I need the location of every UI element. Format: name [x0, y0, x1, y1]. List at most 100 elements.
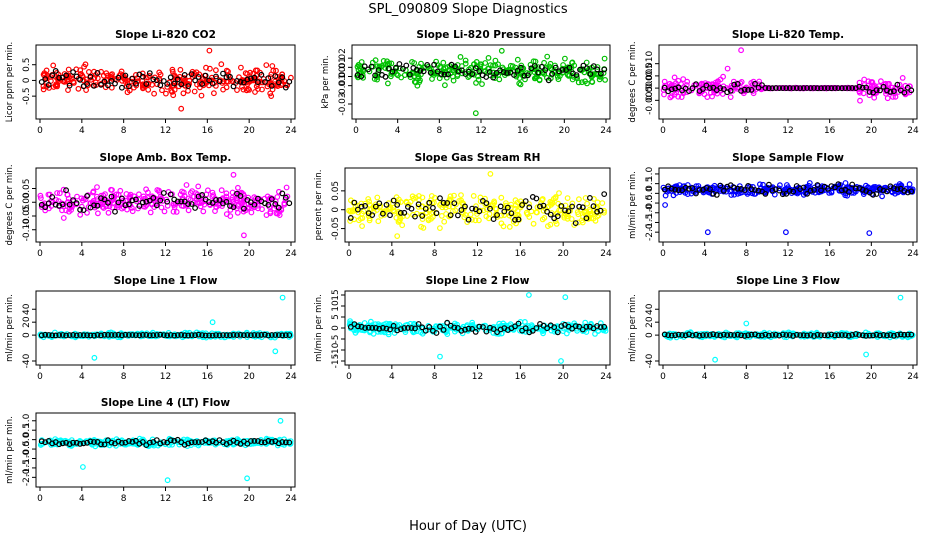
overlay-point [452, 63, 458, 70]
x-tick-label: 8 [121, 249, 127, 259]
overlay-point [406, 71, 413, 78]
overlay-point [56, 74, 63, 81]
data-point [168, 87, 175, 94]
overlay-point [572, 220, 579, 227]
series-points [38, 47, 294, 112]
data-point [162, 90, 169, 97]
overlay-point [136, 203, 143, 209]
y-tick-label: 0.05 [22, 178, 32, 198]
overlay-point [375, 67, 382, 73]
outlier-point [164, 477, 171, 484]
overlay-point [38, 79, 45, 85]
overlay-point [542, 67, 549, 73]
data-point [737, 80, 744, 87]
x-tick-label: 16 [824, 126, 836, 136]
data-point [88, 76, 94, 83]
data-point [227, 206, 234, 213]
data-point [223, 193, 230, 200]
data-point [492, 57, 499, 64]
y-tick-label: 0.00 [22, 192, 32, 212]
overlay-point [752, 80, 758, 87]
overlay-point [129, 75, 136, 82]
data-point [555, 76, 562, 83]
y-tick-label: 5 [331, 314, 341, 320]
data-point [371, 76, 378, 82]
data-point [524, 211, 531, 218]
overlay-point [199, 191, 206, 198]
data-point [181, 77, 188, 84]
data-point [842, 180, 849, 186]
x-tick-label: 4 [79, 372, 85, 382]
data-point [46, 84, 52, 91]
x-tick-label: 0 [660, 249, 666, 259]
overlay-point [444, 200, 451, 206]
x-tick-label: 24 [285, 494, 297, 504]
overlay-point [807, 85, 814, 91]
overlay-point [91, 82, 97, 89]
outlier-point [206, 47, 213, 54]
data-point [512, 205, 518, 212]
data-point [43, 67, 50, 74]
data-point [759, 85, 765, 92]
y-tick-label: 0 [331, 325, 341, 331]
y-tick-label: 0 [645, 332, 655, 338]
y-axis-label: degrees C per min. [628, 41, 638, 122]
y-tick-label: -1.5 [645, 214, 655, 232]
data-point [191, 70, 198, 77]
data-point [545, 203, 552, 210]
overlay-point [451, 200, 458, 207]
y-tick-label: -0.05 [331, 217, 341, 240]
data-point [906, 181, 913, 188]
x-tick-label: 0 [660, 372, 666, 382]
overlay-point [390, 197, 397, 204]
x-tick-label: 0 [660, 126, 666, 136]
overlay-point [105, 82, 111, 89]
series-points [346, 292, 609, 364]
overlay-point [387, 212, 393, 219]
overlay-point [490, 74, 497, 81]
overlay-point [94, 69, 101, 76]
y-tick-label: -40 [645, 353, 655, 368]
overlay-point [821, 85, 828, 91]
data-point [70, 78, 77, 85]
overlay-point [115, 199, 122, 206]
data-point [680, 76, 687, 82]
data-point [248, 209, 255, 216]
overlay-point [167, 74, 174, 81]
overlay-point [94, 202, 101, 209]
figure-title: SPL_090809 Slope Diagnostics [368, 2, 567, 17]
overlay-point [587, 194, 593, 201]
overlay-point [745, 86, 751, 93]
data-point [556, 190, 562, 197]
overlay-point [908, 87, 915, 94]
plot-frame [658, 290, 918, 366]
x-tick-label: 4 [389, 372, 395, 382]
x-tick-label: 4 [702, 372, 708, 382]
overlay-point [254, 195, 261, 202]
series-points [354, 47, 608, 117]
data-point [534, 209, 540, 216]
data-point [890, 93, 896, 100]
overlay-point [494, 212, 501, 218]
x-tick-label: 24 [600, 372, 612, 382]
overlay-point [845, 85, 852, 91]
y-tick-label: 0.010 [645, 51, 655, 77]
overlay-point [279, 190, 286, 197]
data-point [462, 57, 469, 64]
panel-3: Slope Li-820 Temp. 0 4 8 12 16 20 24 -0.0050.000… [628, 29, 919, 136]
data-point [85, 192, 91, 199]
x-tick-label: 12 [160, 372, 171, 382]
x-tick-label: 24 [285, 126, 297, 136]
data-point [429, 76, 435, 82]
overlay-point [66, 82, 73, 89]
data-point [147, 209, 154, 216]
data-point [476, 217, 482, 224]
overlay-point [720, 86, 727, 92]
y-tick-label: 15 [331, 289, 341, 300]
overlay-point [487, 205, 493, 212]
data-point [366, 217, 373, 224]
overlay-point [483, 74, 490, 80]
overlay-point [727, 87, 734, 94]
data-point [871, 94, 878, 101]
